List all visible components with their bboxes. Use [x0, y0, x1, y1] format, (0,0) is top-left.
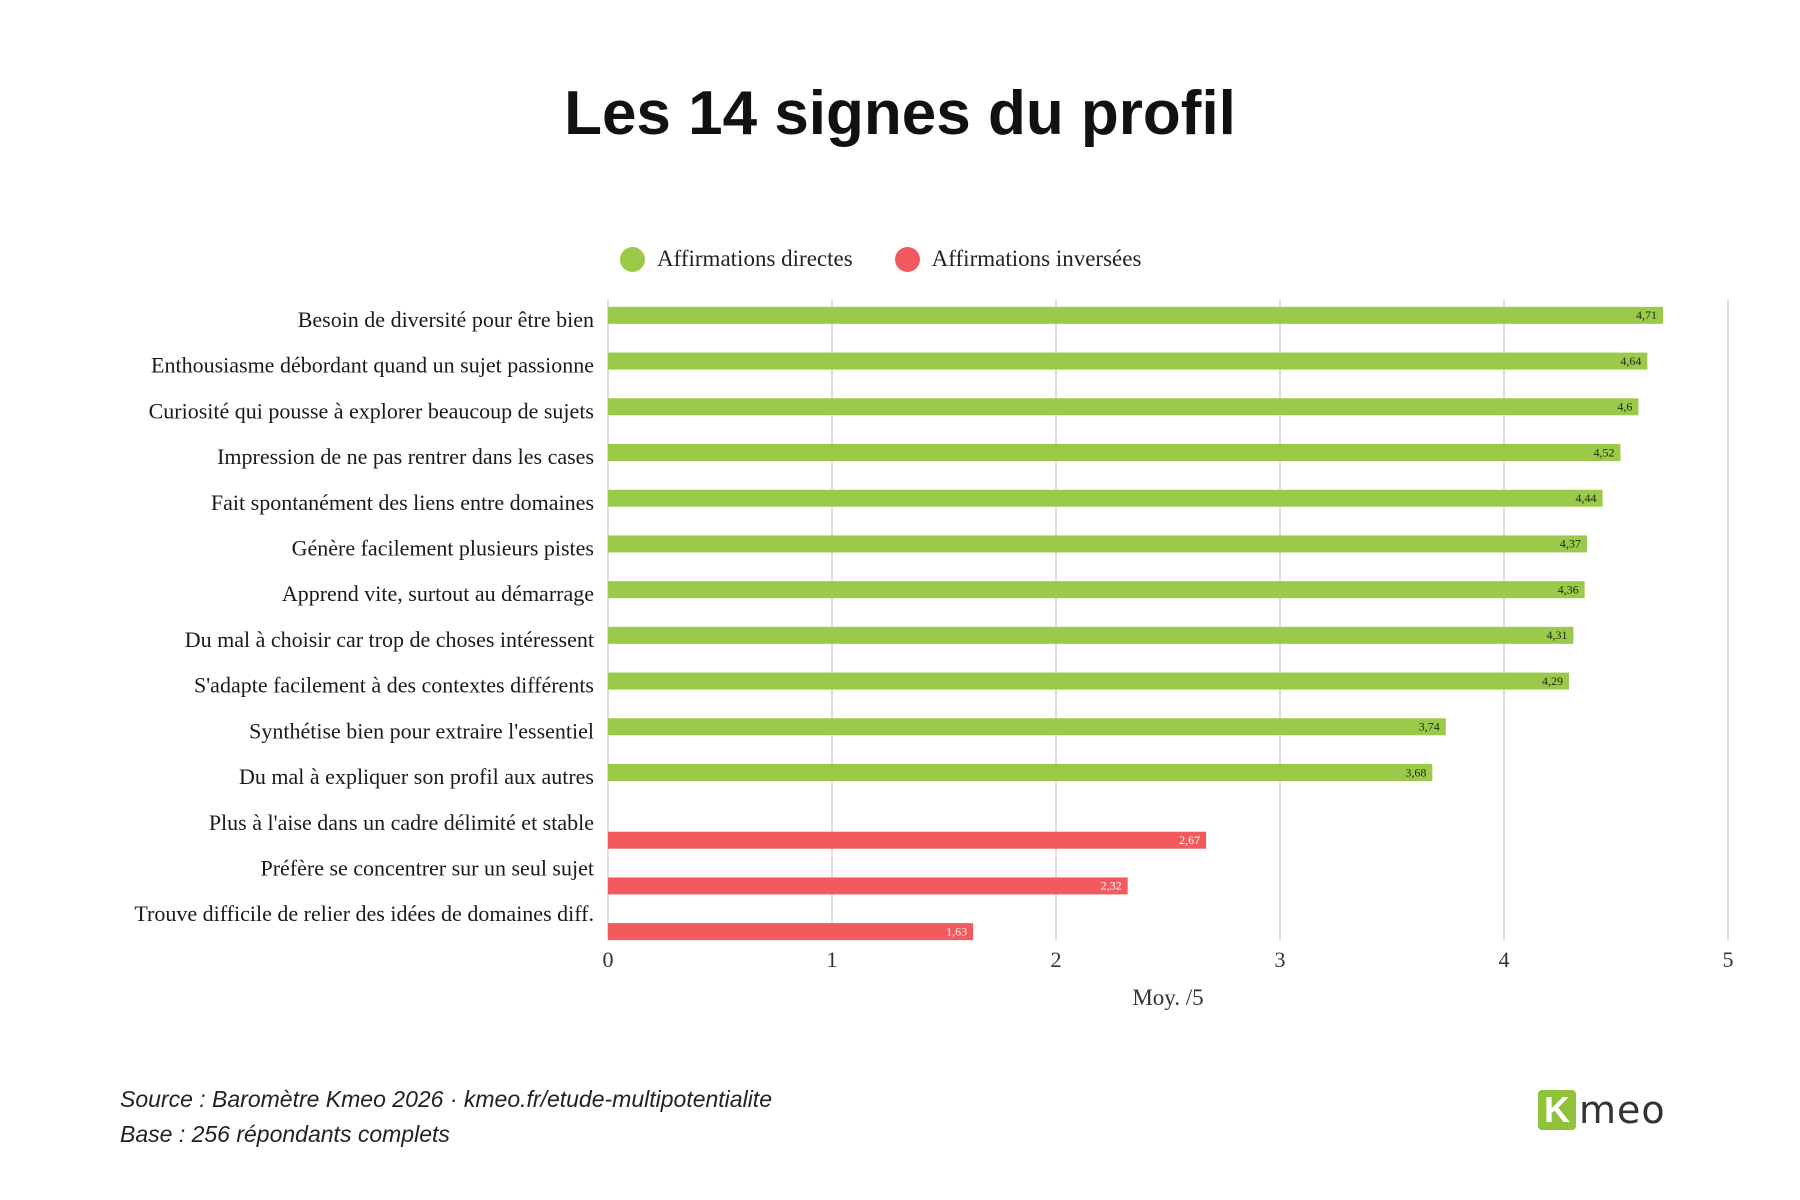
legend-item-inverse: Affirmations inversées	[894, 246, 1142, 272]
bar	[608, 923, 974, 941]
x-tick-label: 4	[1499, 947, 1510, 972]
kmeo-logo: K meo	[1538, 1088, 1686, 1132]
logo-wordmark: meo	[1579, 1088, 1666, 1132]
data-label: 4,37	[1560, 537, 1581, 551]
bar	[608, 718, 1446, 736]
legend-label-direct: Affirmations directes	[657, 246, 853, 271]
legend-swatch-direct	[620, 246, 645, 272]
x-tick-label: 3	[1275, 947, 1286, 972]
chart-legend: Affirmations directes Affirmations inver…	[620, 242, 1183, 276]
category-label: Préfère se concentrer sur un seul sujet	[260, 855, 594, 880]
bar	[608, 306, 1664, 324]
legend-swatch-inverse	[894, 246, 920, 272]
category-label: Du mal à choisir car trop de choses inté…	[185, 627, 594, 652]
data-label: 1,63	[946, 924, 967, 938]
bar-chart: 0 1 2 3 4 5 Moy. /5 Besoin de diversité pour êt…	[134, 300, 1734, 1010]
category-label: Impression de ne pas rentrer dans les ca…	[217, 444, 594, 469]
data-label: 4,64	[1620, 354, 1641, 368]
category-label: Plus à l'aise dans un cadre délimité et …	[209, 810, 594, 835]
x-axis-label: Moy. /5	[1132, 985, 1203, 1010]
category-label: Trouve difficile de relier des idées de …	[134, 901, 594, 926]
category-label: Génère facilement plusieurs pistes	[292, 535, 594, 560]
base-line: Base : 256 répondants complets	[120, 1121, 450, 1147]
x-tick-label: 2	[1051, 947, 1062, 972]
data-label: 4,31	[1546, 628, 1567, 642]
bar	[608, 398, 1639, 416]
category-label: Besoin de diversité pour être bien	[298, 307, 594, 332]
data-label: 2,67	[1179, 833, 1200, 847]
category-label: S'adapte facilement à des contextes diff…	[194, 673, 594, 698]
data-label: 3,68	[1405, 765, 1426, 779]
data-label: 4,52	[1593, 445, 1614, 459]
data-label: 4,29	[1542, 674, 1563, 688]
chart-title: Les 14 signes du profil	[564, 79, 1236, 148]
bar	[608, 764, 1433, 781]
source-note: Source : Baromètre Kmeo 2026 · kmeo.fr/e…	[120, 1082, 772, 1152]
bar	[608, 352, 1648, 370]
data-label: 3,74	[1419, 720, 1440, 734]
bar	[608, 672, 1569, 690]
legend-item-direct: Affirmations directes	[620, 246, 853, 272]
bar	[608, 489, 1603, 507]
category-label: Fait spontanément des liens entre domain…	[211, 490, 594, 515]
bar	[608, 877, 1128, 895]
bar	[608, 444, 1621, 461]
data-label: 4,71	[1636, 308, 1657, 322]
category-label: Curiosité qui pousse à explorer beaucoup…	[149, 398, 594, 423]
x-tick-label: 5	[1723, 947, 1734, 972]
category-label: Enthousiasme débordant quand un sujet pa…	[151, 353, 594, 378]
data-label: 2,32	[1101, 879, 1122, 893]
bar	[608, 831, 1207, 849]
bar	[608, 626, 1574, 644]
data-label: 4,36	[1558, 582, 1579, 596]
legend-label-inverse: Affirmations inversées	[931, 246, 1142, 271]
category-label: Du mal à expliquer son profil aux autres	[239, 764, 594, 789]
x-tick-label: 1	[827, 947, 838, 972]
category-label: Apprend vite, surtout au démarrage	[282, 581, 594, 606]
data-label: 4,6	[1617, 400, 1632, 414]
bar	[608, 581, 1585, 599]
data-label: 4,44	[1576, 491, 1597, 505]
x-tick-label: 0	[603, 947, 614, 972]
logo-mark: K	[1538, 1090, 1576, 1130]
bar	[608, 535, 1587, 553]
category-label: Synthétise bien pour extraire l'essentie…	[249, 718, 594, 743]
source-line: Source : Baromètre Kmeo 2026 · kmeo.fr/e…	[120, 1086, 772, 1112]
